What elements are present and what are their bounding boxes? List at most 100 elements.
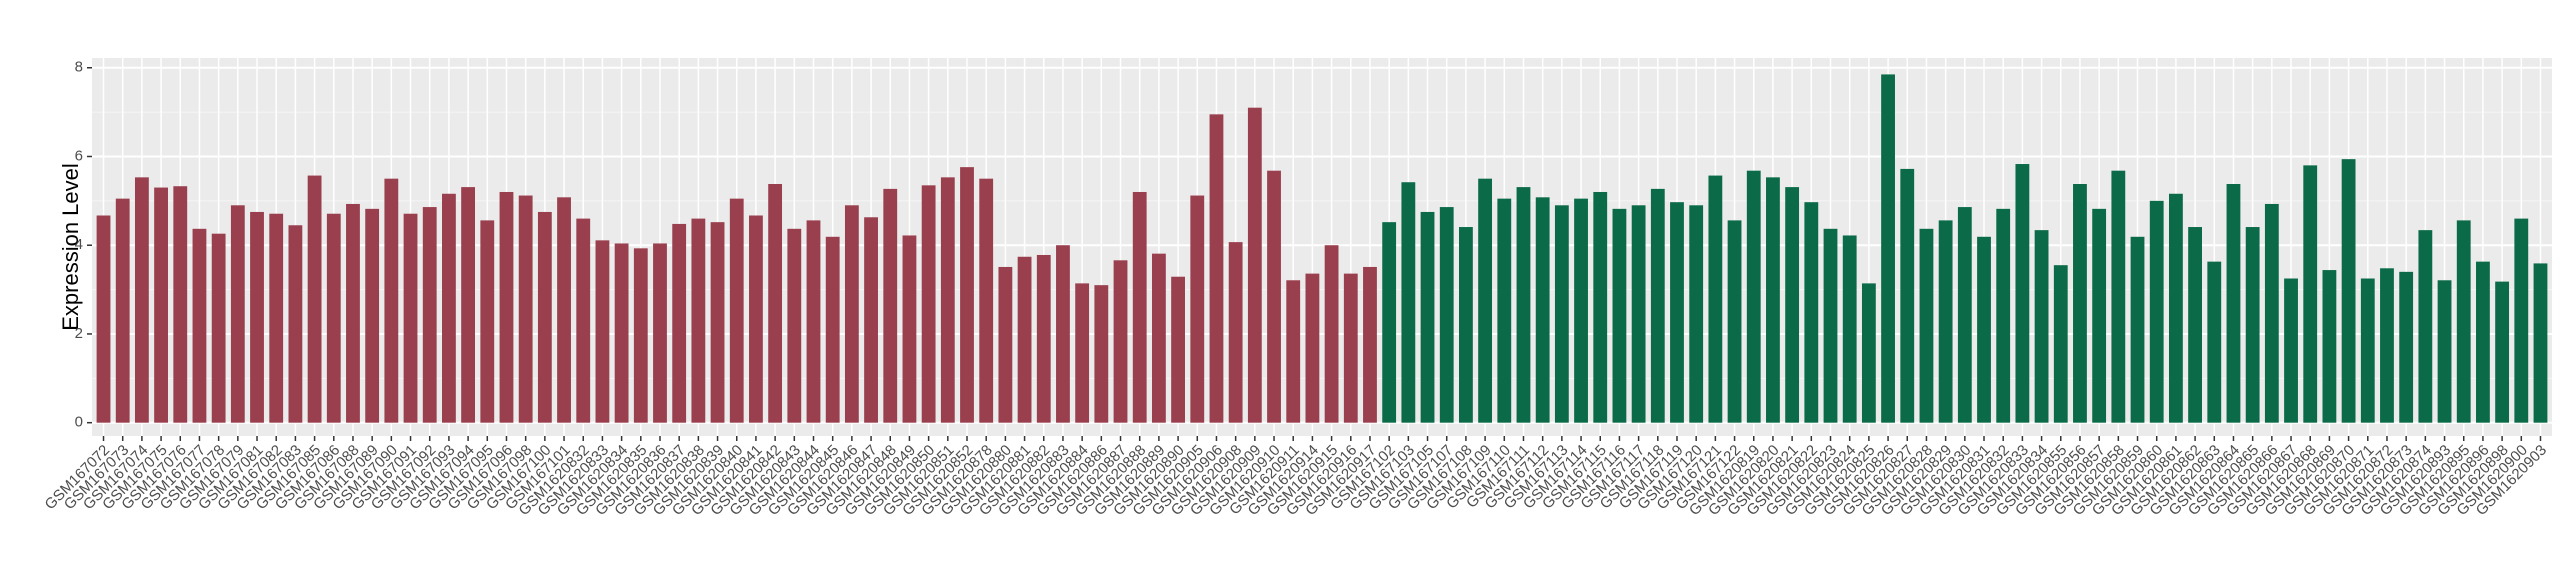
bar: [346, 203, 360, 423]
bar: [1478, 178, 1493, 423]
bar: [365, 208, 380, 423]
bar: [499, 191, 514, 423]
bar: [1727, 220, 1742, 423]
bar: [2533, 263, 2548, 423]
bar: [2360, 278, 2375, 423]
bar: [940, 177, 955, 423]
bar: [1401, 182, 1416, 423]
bar: [1190, 195, 1205, 423]
bar: [1113, 260, 1128, 423]
bar: [1132, 191, 1147, 423]
bar: [902, 235, 917, 423]
bar: [1535, 197, 1550, 423]
bar: [1439, 207, 1454, 423]
bar: [154, 187, 168, 423]
bar: [192, 228, 207, 423]
bar: [1842, 235, 1857, 423]
bar: [1056, 245, 1070, 423]
bar: [461, 187, 476, 423]
bar: [1267, 170, 1281, 423]
bar: [921, 185, 936, 423]
bar: [480, 220, 495, 423]
bar: [1516, 187, 1531, 423]
bar: [1324, 245, 1339, 423]
bar: [1382, 222, 1397, 423]
bar: [1938, 220, 1953, 423]
bar: [1919, 228, 1934, 423]
bar: [134, 177, 149, 423]
bar: [1363, 266, 1377, 423]
bar: [96, 215, 111, 423]
bar: [1343, 273, 1358, 423]
bar: [1631, 205, 1646, 423]
bar: [2437, 280, 2452, 423]
bar: [864, 217, 878, 423]
bar: [2495, 281, 2510, 423]
bar: [844, 205, 859, 423]
bar: [1650, 188, 1665, 423]
bar: [2130, 236, 2145, 423]
bar: [2476, 261, 2490, 423]
bar: [1497, 198, 1512, 423]
bar: [1957, 207, 1972, 423]
bar: [2207, 261, 2222, 423]
bar: [768, 184, 783, 423]
bar: [2226, 184, 2241, 423]
bar: [2015, 164, 2030, 423]
bar: [1036, 254, 1051, 423]
bar: [173, 186, 188, 423]
bar: [1977, 236, 1991, 423]
bar: [1420, 211, 1435, 423]
bar: [422, 207, 437, 423]
bar: [729, 198, 744, 423]
bar: [2322, 270, 2337, 423]
bar: [1593, 191, 1608, 423]
bar: [326, 213, 341, 423]
bar: [2399, 271, 2414, 423]
bar: [672, 223, 687, 423]
bar: [2034, 230, 2049, 423]
bar: [442, 193, 456, 423]
bar: [2092, 208, 2107, 423]
bar: [1171, 276, 1185, 423]
bar: [211, 233, 226, 423]
bar: [2418, 230, 2433, 423]
bar: [1804, 202, 1819, 423]
bar: [2168, 193, 2183, 423]
bar: [230, 205, 245, 423]
y-axis-title: Expression Level: [58, 163, 83, 331]
bar: [595, 240, 610, 423]
bar: [2380, 268, 2394, 423]
bar: [269, 213, 284, 423]
y-tick-label: 4: [75, 236, 83, 253]
bar: [1861, 283, 1876, 423]
bar: [1881, 74, 1895, 423]
y-tick-label: 8: [75, 59, 83, 76]
bar: [2284, 278, 2298, 423]
bar: [1554, 205, 1569, 423]
bar: [825, 236, 840, 423]
bar: [979, 178, 994, 423]
bar: [1017, 256, 1032, 423]
bar: [1286, 280, 1301, 423]
bar: [1900, 168, 1915, 423]
bar: [1209, 114, 1224, 423]
bar: [1785, 187, 1800, 423]
bar: [2245, 227, 2260, 423]
bar: [115, 198, 130, 423]
bar: [998, 266, 1013, 423]
y-tick-label: 2: [75, 325, 83, 342]
bar: [806, 220, 821, 423]
bar: [1708, 175, 1723, 423]
bar: [518, 195, 533, 423]
bar: [1766, 177, 1780, 423]
bar: [1612, 208, 1627, 423]
bar: [1247, 107, 1262, 423]
bar: [576, 218, 591, 423]
bar: [1823, 228, 1838, 423]
bar: [1094, 285, 1109, 423]
bar: [1689, 205, 1704, 423]
bar: [2073, 184, 2087, 423]
bar: [2188, 227, 2202, 423]
bar: [288, 225, 303, 423]
